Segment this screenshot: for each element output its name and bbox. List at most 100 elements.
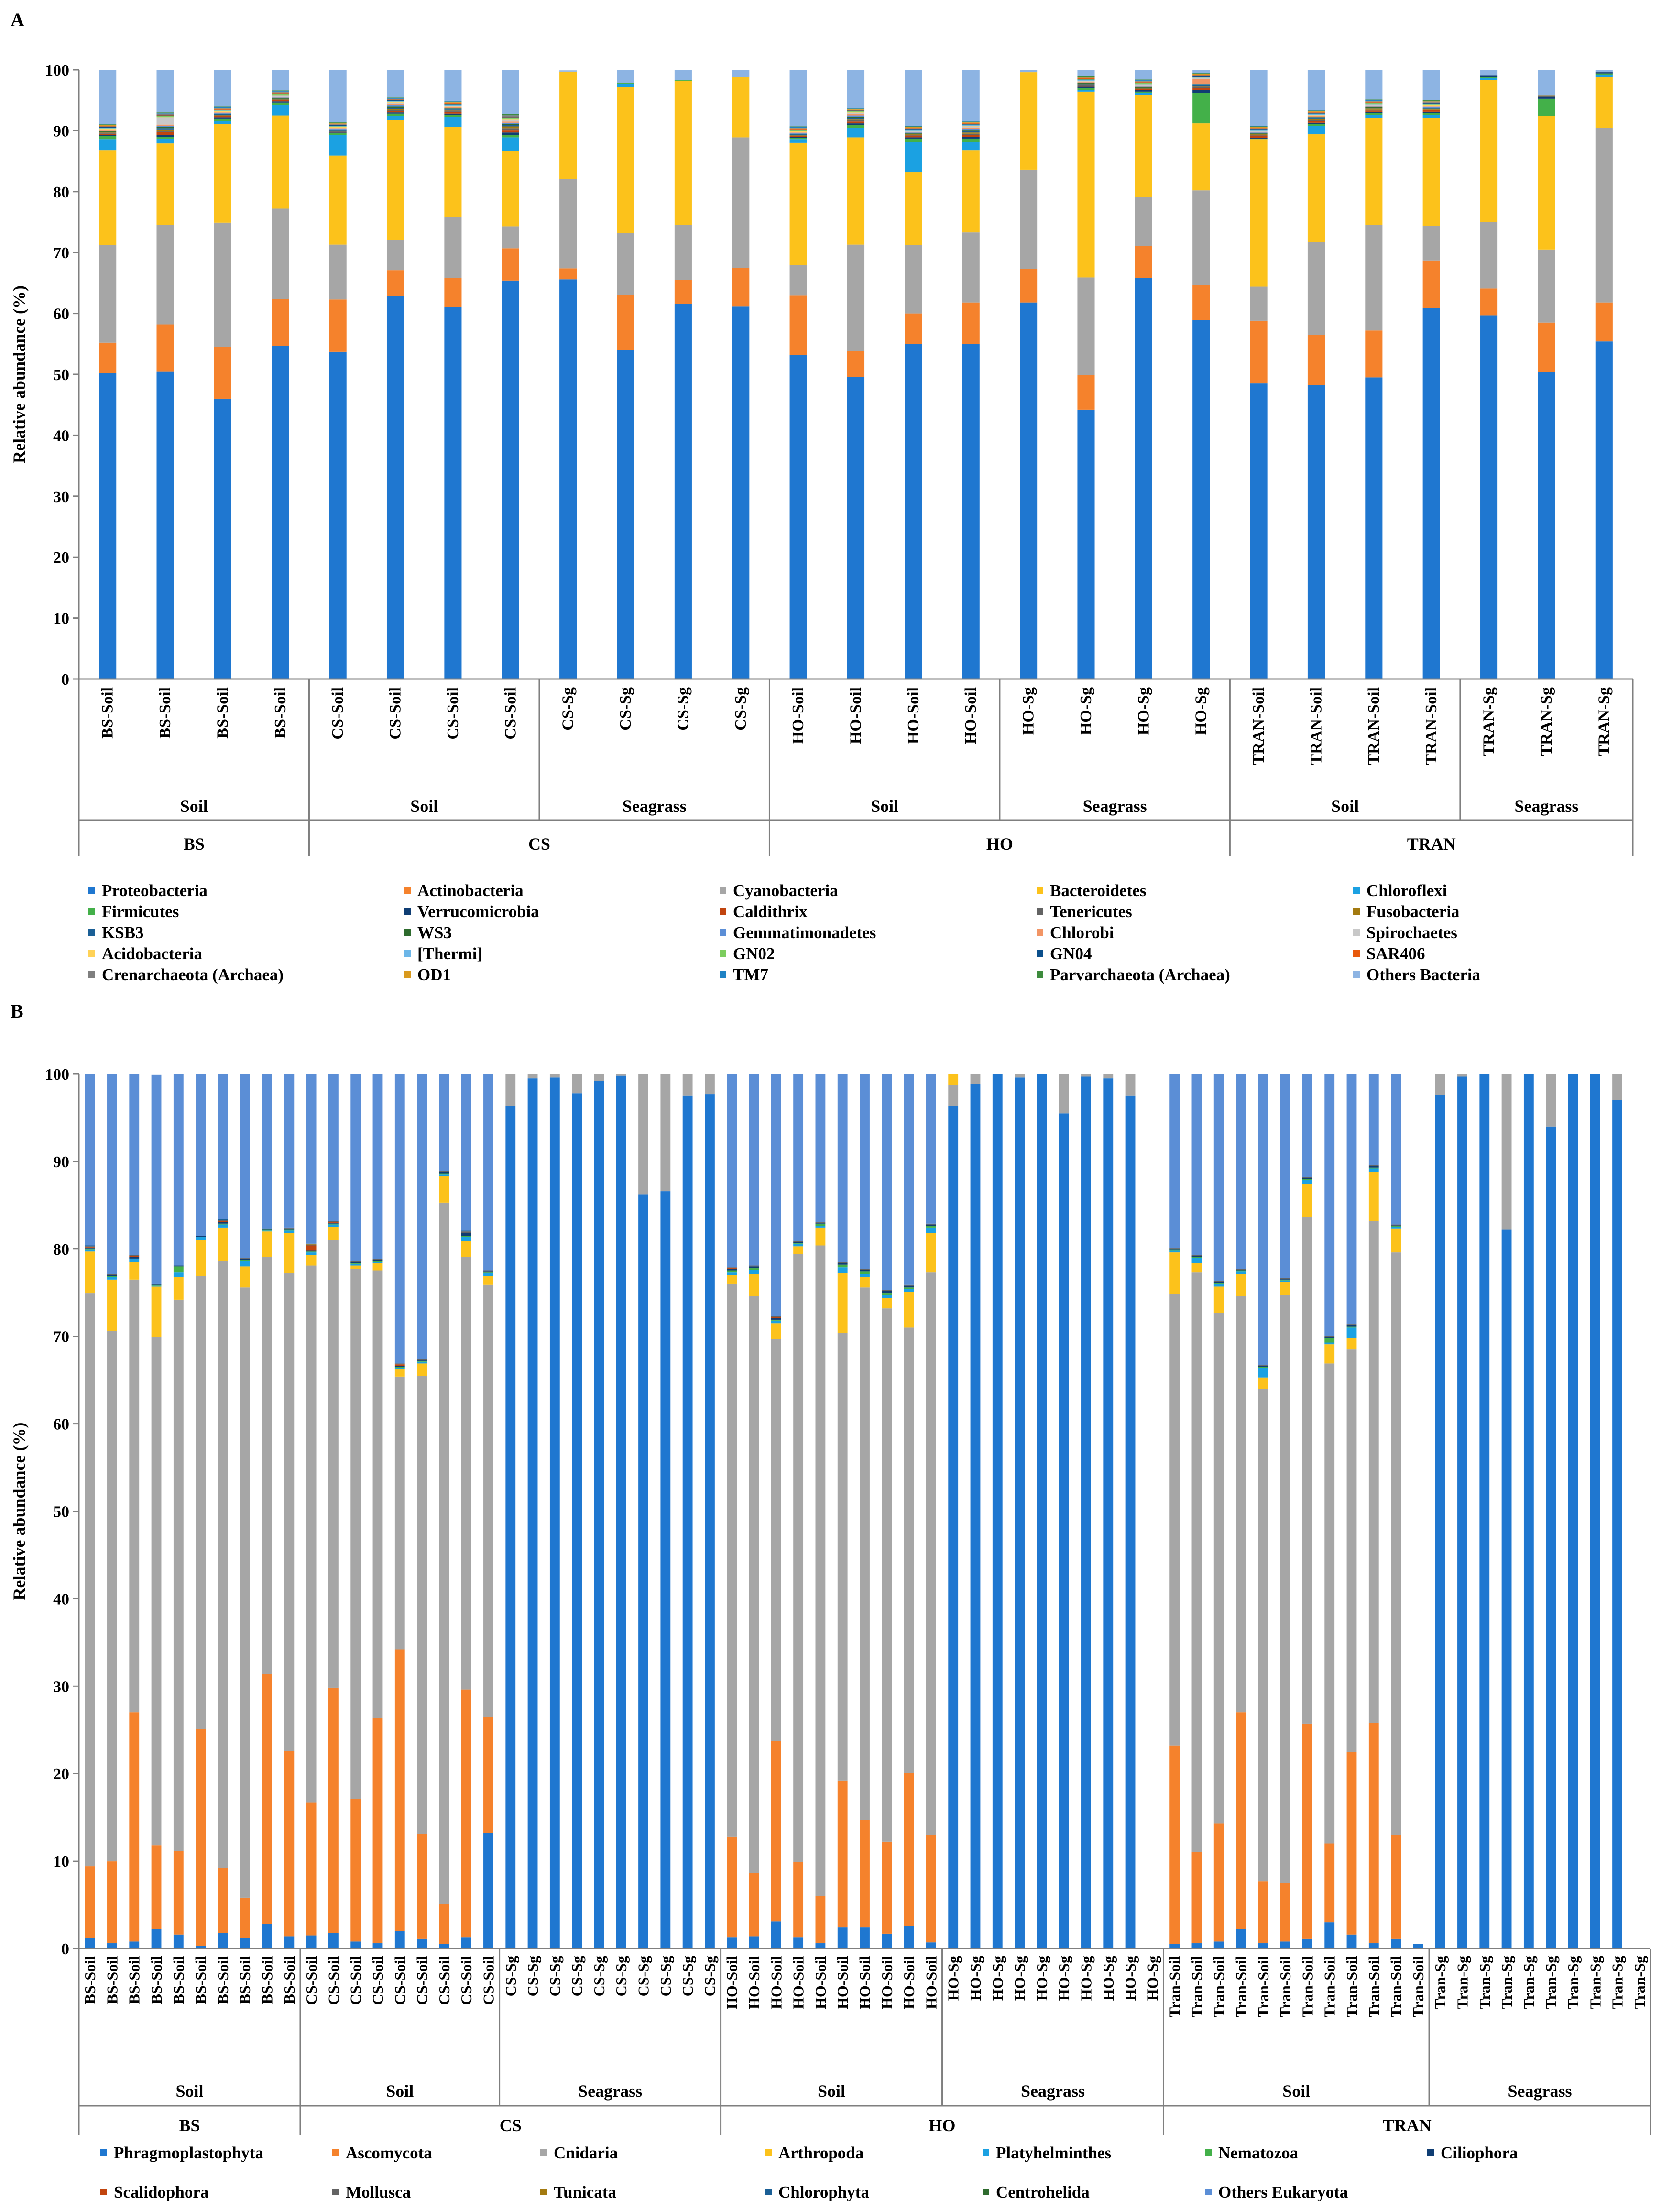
legend-label: GN04 <box>1050 944 1092 963</box>
bar-segment <box>1346 1752 1357 1935</box>
bar-segment <box>1020 169 1038 269</box>
group-label-habitat: Seagrass <box>1083 797 1147 816</box>
bar-segment <box>483 1284 493 1717</box>
bar-segment <box>789 134 807 135</box>
bar-segment <box>99 132 117 133</box>
legend-label: Parvarchaeota (Archaea) <box>1050 965 1230 984</box>
bar-segment <box>616 1074 626 1076</box>
bar-segment <box>1422 107 1440 108</box>
bar-segment <box>1192 76 1210 77</box>
bar-segment <box>156 135 174 137</box>
bar-segment <box>1422 70 1440 100</box>
bar-segment <box>156 112 174 113</box>
bar-segment <box>732 137 750 268</box>
group-label-site: CS <box>528 834 550 854</box>
bar-segment <box>461 1233 471 1236</box>
bar-segment <box>847 109 865 110</box>
legend-swatch <box>1205 2189 1212 2195</box>
bar-segment <box>1302 1938 1312 1949</box>
bar-segment <box>1280 1278 1290 1279</box>
bar-segment <box>1365 105 1383 106</box>
bar-segment <box>1307 112 1325 113</box>
bar-segment <box>1302 1217 1312 1724</box>
bar-segment <box>386 111 404 113</box>
bar-segment <box>904 1284 914 1286</box>
x-tick-label: CS-Soil <box>369 1956 386 2005</box>
bar-segment <box>272 99 289 100</box>
bar-segment <box>1103 1078 1114 1949</box>
x-tick-label: Tran-Soil <box>1343 1956 1360 2017</box>
bar-segment <box>789 139 807 143</box>
bar-segment <box>329 244 347 300</box>
bar-segment <box>705 1074 715 1095</box>
bar-segment <box>1391 1225 1401 1226</box>
bar-segment <box>789 131 807 132</box>
bar-segment <box>1391 1228 1401 1253</box>
bar-segment <box>617 84 634 87</box>
bar-segment <box>905 142 922 173</box>
bar-segment <box>502 132 519 135</box>
bar-segment <box>240 1897 250 1938</box>
bar-segment <box>1135 91 1152 93</box>
bar-segment <box>1258 1943 1268 1949</box>
bar-segment <box>151 1286 162 1337</box>
bar-segment <box>1258 1365 1268 1366</box>
bar-segment <box>1422 100 1440 101</box>
bar-segment <box>502 121 519 123</box>
bar-segment <box>214 124 231 223</box>
bar-segment <box>461 1237 471 1241</box>
bar-segment <box>240 1266 250 1288</box>
bar-segment <box>240 1261 250 1267</box>
bar-segment <box>1280 1074 1290 1278</box>
bar-segment <box>1595 72 1613 74</box>
y-tick-label: 0 <box>61 1940 69 1958</box>
bar-segment <box>1307 385 1325 679</box>
bar-segment <box>99 135 117 136</box>
legend-swatch <box>88 950 95 957</box>
bar-segment <box>372 1074 383 1259</box>
bar-segment <box>218 1223 228 1225</box>
bar-segment <box>444 102 462 103</box>
bar-segment <box>1213 1941 1224 1949</box>
bar-segment <box>1422 308 1440 679</box>
bar-segment <box>329 70 347 122</box>
bar-segment <box>272 299 289 346</box>
bar-segment <box>904 1926 914 1949</box>
legend-swatch <box>88 908 95 915</box>
bar-segment <box>1307 114 1325 115</box>
x-tick-label: CS-Soil <box>303 1956 320 2005</box>
bar-segment <box>502 117 519 118</box>
bar-segment <box>386 109 404 110</box>
bar-segment <box>1538 249 1555 323</box>
bar-segment <box>214 109 231 110</box>
bar-segment <box>1538 116 1555 250</box>
bar-segment <box>1020 269 1038 303</box>
bar-segment <box>674 80 692 81</box>
bar-segment <box>85 1251 95 1294</box>
bar-segment <box>1457 1076 1467 1949</box>
bar-segment <box>262 1231 272 1257</box>
legend-swatch <box>765 2189 772 2195</box>
x-tick-label: HO-Soil <box>745 1956 763 2009</box>
x-tick-label: Tran-Soil <box>1277 1956 1294 2017</box>
bar-segment <box>329 126 347 127</box>
bar-segment <box>1391 1226 1401 1227</box>
legend-label: Crenarchaeota (Archaea) <box>102 965 284 984</box>
bar-segment <box>727 1275 737 1284</box>
bar-segment <box>218 1868 228 1933</box>
bar-segment <box>1368 1166 1379 1168</box>
bar-segment <box>837 1273 848 1333</box>
bar-segment <box>99 129 117 130</box>
bar-segment <box>660 1191 671 1949</box>
bar-segment <box>1595 77 1613 128</box>
bar-segment <box>847 125 865 128</box>
x-tick-label: HO-Sg <box>1077 687 1095 735</box>
bar-segment <box>502 70 519 115</box>
bar-segment <box>1365 330 1383 378</box>
bar-segment <box>1250 383 1268 679</box>
legend-label: Acidobacteria <box>102 944 202 963</box>
bar-segment <box>962 232 980 303</box>
bar-segment <box>461 1937 471 1949</box>
bar-segment <box>1250 126 1268 127</box>
bar-segment <box>1280 1295 1290 1883</box>
